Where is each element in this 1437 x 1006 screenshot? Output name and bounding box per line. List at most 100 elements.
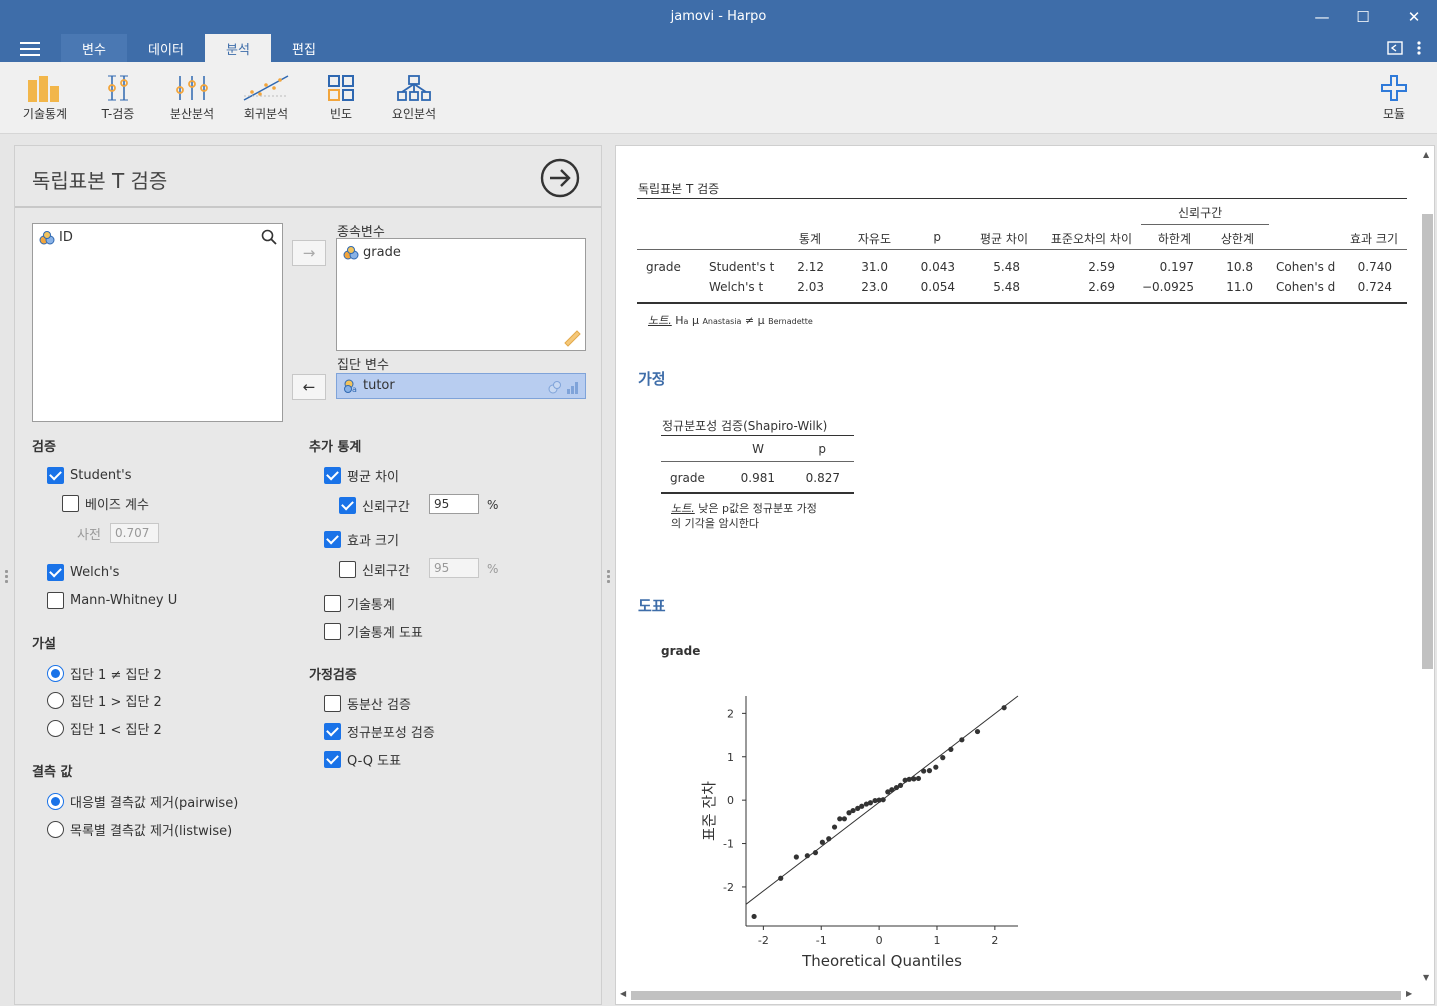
ribbon-regression[interactable]: 회귀분석 — [240, 74, 292, 130]
scroll-down-icon[interactable]: ▼ — [1423, 973, 1430, 982]
dependent-label: 종속변수 — [337, 225, 385, 240]
group-variable-box[interactable]: a tutor — [336, 373, 586, 399]
data-point — [863, 801, 869, 807]
regression-icon — [243, 75, 289, 101]
assumption-checks-header: 가정검증 — [309, 668, 357, 683]
sw-top-rule — [661, 435, 854, 436]
tab-edit[interactable]: 편집 — [292, 42, 316, 58]
variable-item-grade[interactable]: grade — [343, 245, 401, 260]
descriptives-checkbox[interactable]: 기술통계 — [324, 594, 395, 613]
nominal-variable-icon — [39, 230, 55, 244]
normality-checkbox[interactable]: 정규분포성 검증 — [324, 722, 435, 741]
missing-listwise-radio[interactable]: 목록별 결측값 제거(listwise) — [47, 820, 232, 839]
variable-item-tutor[interactable]: a tutor — [343, 378, 395, 393]
maximize-button[interactable]: ☐ — [1340, 0, 1386, 34]
ttest-table-title: 독립표본 T 검증 — [638, 182, 720, 196]
hypothesis-less-radio[interactable]: 집단 1 < 집단 2 — [47, 719, 162, 738]
close-icon: ✕ — [1407, 8, 1421, 26]
results-horizontal-scrollbar[interactable]: ◀ ▶ — [617, 988, 1417, 1002]
effect-ci-percent: % — [487, 562, 499, 576]
arrow-left-icon: ← — [302, 378, 316, 396]
bayes-factor-checkbox[interactable]: 베이즈 계수 — [62, 494, 149, 513]
run-arrow-icon[interactable] — [540, 158, 580, 198]
effect-ci-checkbox[interactable]: 신뢰구간 — [339, 560, 410, 579]
move-to-dependent-button[interactable]: → — [292, 240, 326, 266]
move-from-group-button[interactable]: ← — [292, 374, 326, 400]
ribbon-frequencies[interactable]: 빈도 — [320, 74, 362, 130]
x-axis-label: Theoretical Quantiles — [801, 952, 962, 970]
ci-group-rule — [1141, 224, 1269, 225]
effect-ci-width-input[interactable]: 95 — [429, 558, 479, 578]
data-point — [915, 775, 922, 782]
scroll-up-icon[interactable]: ▲ — [1423, 150, 1430, 159]
search-icon[interactable] — [261, 229, 277, 245]
welchs-checkbox[interactable]: Welch's — [47, 564, 119, 581]
descriptives-plot-checkbox[interactable]: 기술통계 도표 — [324, 622, 423, 641]
mean-ci-checkbox[interactable]: 신뢰구간 — [339, 496, 410, 515]
sw-col-p: p — [818, 442, 826, 456]
title-divider — [15, 206, 601, 208]
minimize-button[interactable]: — — [1299, 0, 1345, 34]
window-title: jamovi - Harpo — [670, 9, 767, 24]
data-point — [855, 805, 861, 811]
missing-pairwise-radio[interactable]: 대응별 결측값 제거(pairwise) — [47, 792, 238, 811]
available-variables-list[interactable]: ID — [32, 223, 283, 422]
data-point — [831, 824, 838, 830]
homogeneity-checkbox[interactable]: 동분산 검증 — [324, 694, 411, 713]
data-point — [959, 737, 965, 743]
close-button[interactable]: ✕ — [1391, 0, 1437, 34]
ribbon-modules[interactable]: 모듈 — [1374, 74, 1414, 130]
data-point — [872, 797, 878, 804]
effect-size-checkbox[interactable]: 효과 크기 — [324, 530, 399, 549]
sw-header-rule — [661, 461, 854, 462]
y-tick-label: -1 — [723, 838, 734, 851]
horizontal-scroll-thumb[interactable] — [631, 991, 1401, 1000]
students-checkbox[interactable]: Student's — [47, 467, 132, 484]
mean-ci-percent: % — [487, 498, 499, 512]
options-panel: 독립표본 T 검증 ID → ← 종속변수 grade 집단 변수 a tuto… — [14, 145, 602, 1005]
data-point — [893, 784, 900, 791]
hamburger-menu-icon[interactable] — [20, 42, 40, 56]
more-options-icon[interactable] — [1416, 40, 1422, 56]
dependent-variables-box[interactable]: grade — [336, 238, 586, 351]
prior-input[interactable]: 0.707 — [110, 523, 159, 543]
data-point — [841, 816, 847, 822]
x-tick-label: -1 — [816, 934, 827, 947]
ribbon-factor[interactable]: 요인분석 — [390, 74, 438, 130]
qq-plot-checkbox[interactable]: Q-Q 도표 — [324, 750, 401, 769]
mean-difference-checkbox[interactable]: 평균 차이 — [324, 466, 399, 485]
center-splitter-grip[interactable] — [607, 570, 611, 584]
data-point — [793, 854, 799, 860]
results-vertical-scrollbar[interactable]: ▲ ▼ — [1420, 148, 1434, 988]
additional-stats-header: 추가 통계 — [309, 440, 362, 455]
mean-ci-width-input[interactable]: 95 — [429, 494, 479, 514]
ribbon-t-tests[interactable]: T-검증 — [94, 74, 142, 130]
tests-header: 검증 — [32, 440, 56, 455]
analysis-title: 독립표본 T 검증 — [32, 169, 168, 193]
ribbon: 기술통계 T-검증 분산분석 회귀분석 빈도 요인분석 모듈 — [0, 62, 1437, 134]
data-point — [889, 787, 895, 793]
col-upper: 상한계 — [1220, 232, 1254, 246]
data-point — [819, 839, 825, 845]
mann-whitney-checkbox[interactable]: Mann-Whitney U — [47, 592, 177, 609]
variable-item-id[interactable]: ID — [39, 230, 73, 245]
y-tick-label: 0 — [727, 794, 734, 807]
hypothesis-greater-radio[interactable]: 집단 1 > 집단 2 — [47, 691, 162, 710]
scroll-right-icon[interactable]: ▶ — [1406, 989, 1413, 998]
ribbon-descriptives[interactable]: 기술통계 — [20, 74, 70, 130]
vertical-scroll-thumb[interactable] — [1422, 214, 1433, 669]
tab-analyses[interactable]: 분석 — [205, 34, 271, 62]
data-point — [933, 764, 939, 770]
left-splitter-grip[interactable] — [5, 570, 9, 584]
sw-bottom-rule — [661, 492, 854, 494]
scroll-left-icon[interactable]: ◀ — [620, 989, 627, 998]
col-mean-diff: 평균 차이 — [980, 232, 1028, 246]
factor-icon — [397, 75, 431, 101]
table-header-rule — [637, 249, 1407, 250]
hypothesis-different-radio[interactable]: 집단 1 ≠ 집단 2 — [47, 664, 162, 683]
results-mode-icon[interactable] — [1387, 41, 1403, 55]
tab-variables[interactable]: 변수 — [61, 34, 127, 62]
tab-data[interactable]: 데이터 — [148, 42, 184, 58]
ribbon-anova[interactable]: 분산분석 — [166, 74, 218, 130]
data-point — [948, 746, 954, 752]
